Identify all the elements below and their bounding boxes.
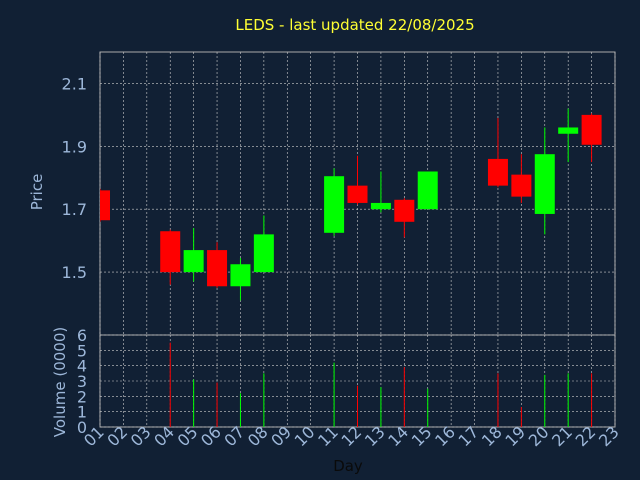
candle-body (207, 250, 228, 287)
candle-body (230, 264, 251, 287)
volume-tick-label: 3 (77, 372, 87, 391)
candle-body (160, 231, 181, 273)
volume-tick-label: 6 (77, 326, 87, 345)
candle-body (347, 185, 368, 203)
x-axis-label: Day (333, 457, 363, 475)
volume-axis-label: Volume (0000) (51, 327, 69, 437)
candle-body (487, 158, 508, 186)
candle-body (394, 199, 415, 222)
price-axis-label: Price (28, 174, 46, 211)
candle-body (511, 174, 532, 197)
volume-tick-label: 5 (77, 341, 87, 360)
candle-body (558, 127, 579, 134)
price-tick-label: 1.7 (62, 200, 87, 219)
candle-body (183, 250, 204, 273)
price-tick-label: 2.1 (62, 74, 87, 93)
candle-body (370, 202, 391, 210)
candles-group (100, 108, 602, 301)
volume-tick-label: 0 (77, 418, 87, 437)
candle-body (324, 176, 345, 233)
price-tick-label: 1.5 (62, 263, 87, 282)
volume-tick-label: 1 (77, 403, 87, 422)
price-tick-label: 1.9 (62, 137, 87, 156)
candle-body (581, 114, 602, 145)
candle-body (253, 234, 274, 273)
chart-title: LEDS - last updated 22/08/2025 (235, 16, 474, 34)
candle-body (100, 190, 110, 221)
candle-body (534, 154, 555, 214)
volume-tick-label: 2 (77, 387, 87, 406)
x-axis: 0102030405060708091011121314151617181920… (80, 422, 623, 450)
volume-tick-label: 4 (77, 357, 87, 376)
candle-body (417, 171, 438, 210)
price-panel: 2.1 1.9 1.7 1.5 (62, 51, 616, 336)
